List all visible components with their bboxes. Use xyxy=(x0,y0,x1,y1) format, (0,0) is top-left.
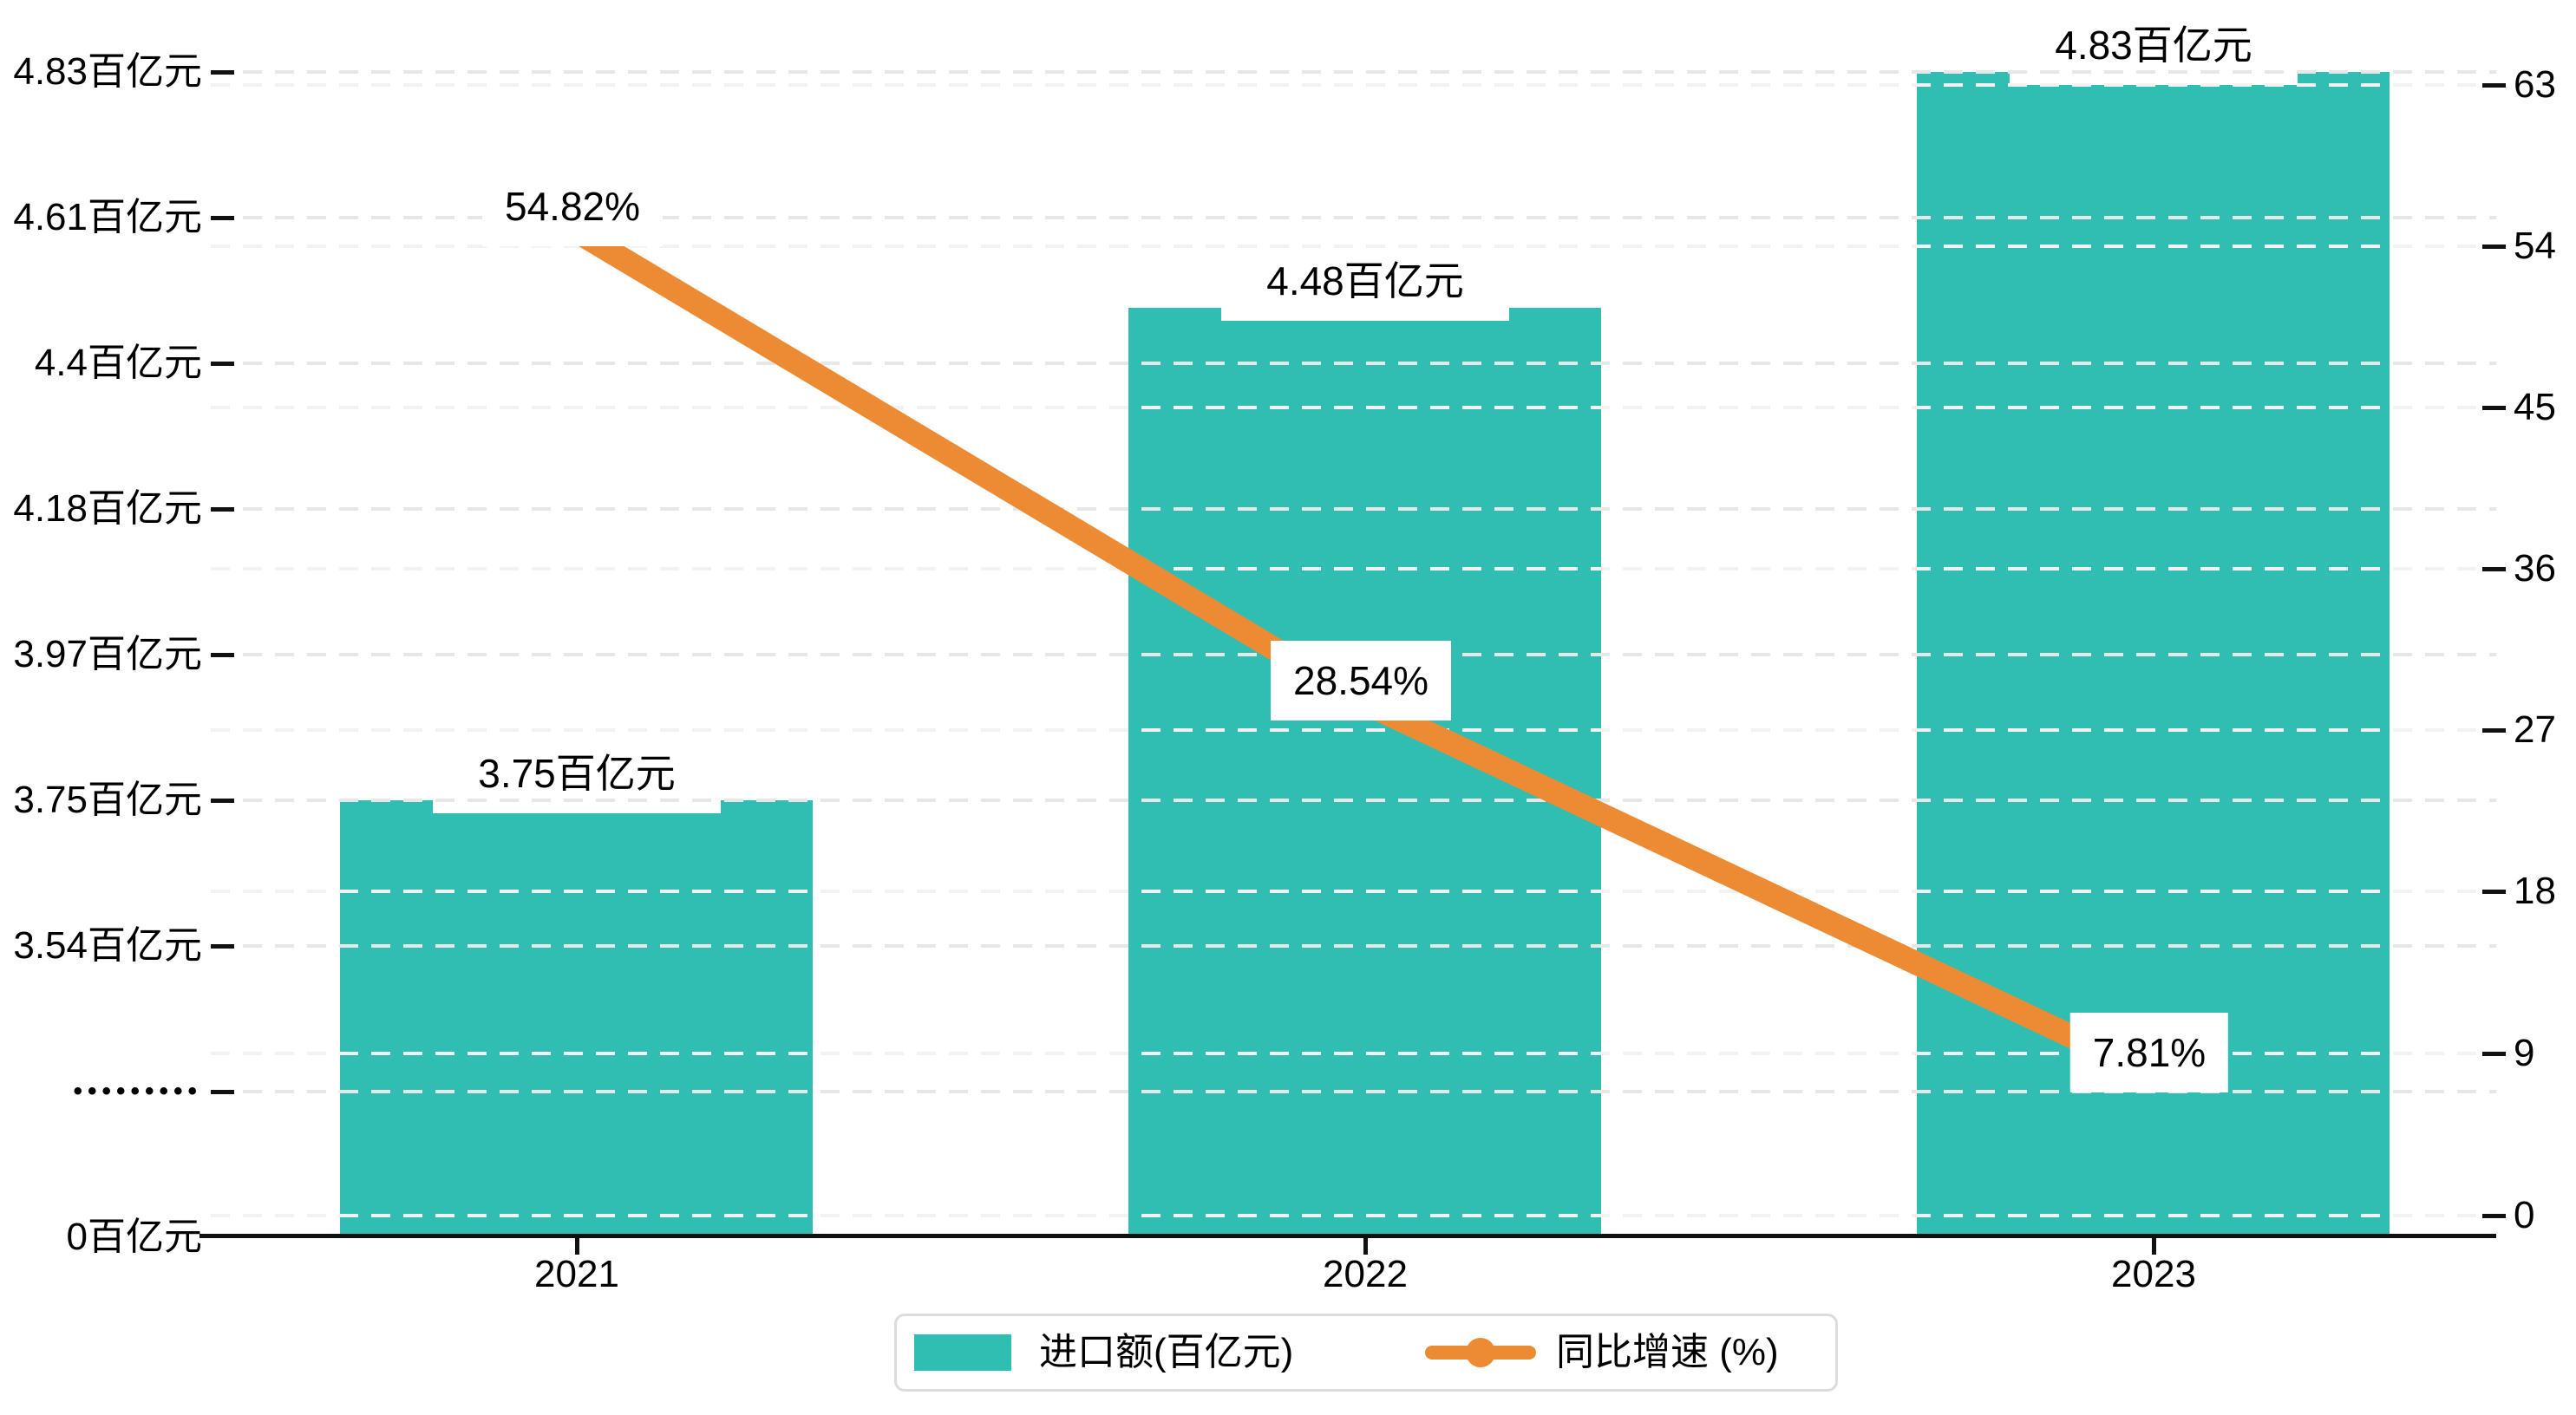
right-tick-mark xyxy=(2482,406,2506,410)
gridline-left-4-4 xyxy=(211,362,2496,365)
right-tick-mark xyxy=(2482,245,2506,249)
line-value-label-2023: 7.81% xyxy=(2069,1013,2229,1092)
gridline-right-27 xyxy=(211,728,2496,732)
x-axis-label-2021: 2021 xyxy=(534,1253,619,1295)
gridline-right-9 xyxy=(211,1052,2496,1055)
gridline-right-0 xyxy=(211,1214,2496,1217)
x-tick-2022 xyxy=(1363,1238,1368,1255)
left-axis-tick-4-4: 4.4百亿元 xyxy=(34,342,202,384)
bar-value-label-2022: 4.48百亿元 xyxy=(1221,241,1509,321)
line-value-label-2021: 54.82% xyxy=(481,166,664,246)
left-axis-tick-4-61: 4.61百亿元 xyxy=(13,196,202,238)
x-tick-2023 xyxy=(2152,1238,2156,1255)
legend: 进口额(百亿元) 同比增速 (%) xyxy=(894,1314,1838,1392)
gridline-right-36 xyxy=(211,567,2496,571)
x-axis-line xyxy=(199,1234,2496,1238)
left-tick-mark xyxy=(211,507,234,512)
left-axis-break-marker: ••••••••• xyxy=(73,1077,202,1105)
gridline-left-4-83 xyxy=(211,70,2496,74)
gridline-right-18 xyxy=(211,890,2496,893)
legend-line-dot xyxy=(1466,1338,1495,1367)
left-axis-tick-3-75: 3.75百亿元 xyxy=(13,779,202,821)
gridline-right-63 xyxy=(211,83,2496,87)
left-tick-mark xyxy=(211,944,234,949)
left-tick-mark xyxy=(211,362,234,366)
right-axis-tick-27: 27 xyxy=(2514,708,2556,751)
gridline-left-break xyxy=(211,1090,2496,1093)
right-tick-mark xyxy=(2482,1214,2506,1218)
left-axis-tick-4-18: 4.18百亿元 xyxy=(13,487,202,530)
gridline-left-3-54 xyxy=(211,944,2496,948)
left-tick-mark xyxy=(211,1090,234,1094)
gridline-left-3-75 xyxy=(211,799,2496,802)
left-axis-tick-4-83: 4.83百亿元 xyxy=(13,50,202,93)
right-axis-tick-54: 54 xyxy=(2514,225,2556,267)
gridline-right-45 xyxy=(211,406,2496,409)
left-tick-mark xyxy=(211,70,234,75)
left-axis-tick-3-97: 3.97百亿元 xyxy=(13,633,202,675)
left-tick-mark xyxy=(211,799,234,803)
left-tick-mark xyxy=(211,216,234,220)
line-value-label-2022: 28.54% xyxy=(1270,641,1452,721)
right-axis-tick-0: 0 xyxy=(2514,1194,2535,1236)
right-axis-tick-9: 9 xyxy=(2514,1032,2535,1074)
bar-2021 xyxy=(340,800,813,1236)
right-tick-mark xyxy=(2482,728,2506,733)
right-axis-tick-18: 18 xyxy=(2514,870,2556,912)
right-axis-tick-36: 36 xyxy=(2514,547,2556,590)
right-tick-mark xyxy=(2482,567,2506,571)
right-tick-mark xyxy=(2482,890,2506,894)
legend-bar-label: 进口额(百亿元) xyxy=(1039,1331,1294,1373)
right-tick-mark xyxy=(2482,1052,2506,1056)
legend-line-label: 同比增速 (%) xyxy=(1556,1331,1779,1373)
gridline-left-4-18 xyxy=(211,507,2496,511)
left-axis-tick-3-54: 3.54百亿元 xyxy=(13,924,202,967)
gridline-right-54 xyxy=(211,245,2496,248)
x-axis-label-2022: 2022 xyxy=(1323,1253,1408,1295)
legend-bar-swatch xyxy=(914,1334,1011,1371)
left-axis-tick-0: 0百亿元 xyxy=(66,1216,202,1258)
x-tick-2021 xyxy=(575,1238,579,1255)
right-axis-tick-63: 63 xyxy=(2514,63,2556,106)
gridline-left-4-61 xyxy=(211,216,2496,219)
right-axis-tick-45: 45 xyxy=(2514,386,2556,428)
x-axis-label-2023: 2023 xyxy=(2111,1253,2196,1295)
right-tick-mark xyxy=(2482,83,2506,88)
left-tick-mark xyxy=(211,653,234,657)
